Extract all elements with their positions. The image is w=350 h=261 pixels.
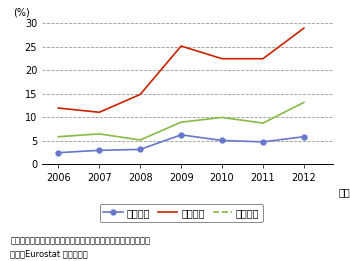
Text: 備考：前年の雇用形態別人数に占める、当年の失業者の割合。: 備考：前年の雇用形態別人数に占める、当年の失業者の割合。 (10, 236, 150, 245)
Legend: 無期雇用, 有期雇用, 非労働力: 無期雇用, 有期雇用, 非労働力 (99, 204, 263, 222)
Text: （年）: （年） (338, 187, 350, 197)
Text: 資料：Eurostat から作成。: 資料：Eurostat から作成。 (10, 249, 88, 258)
Text: (%): (%) (13, 8, 30, 18)
